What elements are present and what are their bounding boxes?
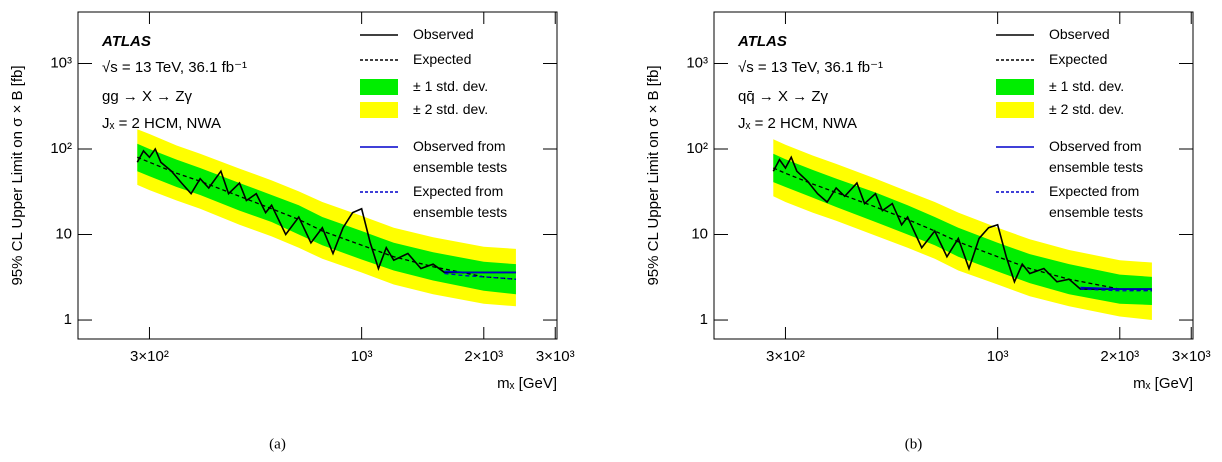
x-tick-label: 3×10²	[766, 348, 805, 365]
line	[772, 155, 1152, 290]
y-tick-label: 10³	[50, 54, 72, 71]
y-axis-label: 95% CL Upper Limit on σ × B [fb]	[9, 65, 26, 285]
line	[444, 270, 516, 274]
annotation: Jₓ = 2 HCM, NWA	[738, 115, 857, 132]
y-tick-label: 10	[55, 225, 72, 242]
legend-entry: Expected	[1049, 51, 1108, 67]
legend-label: Observed	[1049, 26, 1110, 42]
legend-label: Observed from ensemble tests	[1049, 138, 1144, 175]
legend-swatch	[360, 102, 398, 118]
annotation: √s = 13 TeV, 36.1 fb⁻¹	[738, 59, 883, 76]
x-tick-label: 10³	[351, 348, 373, 365]
legend-label: ± 1 std. dev.	[413, 78, 489, 94]
plot-area	[772, 139, 1152, 321]
annotation: qq̄ → X → Zγ	[738, 88, 829, 105]
line	[773, 167, 1152, 292]
legend-label: Observed	[413, 26, 474, 42]
legend-label: Expected from ensemble tests	[413, 183, 508, 220]
legend-entry: Expected from ensemble tests	[1049, 183, 1144, 220]
legend-entry: ± 1 std. dev.	[413, 78, 489, 94]
annotation: ATLAS	[737, 33, 787, 50]
legend-entry: Expected	[413, 51, 472, 67]
plot-area	[136, 129, 516, 307]
x-tick-label: 2×10³	[1100, 348, 1139, 365]
band	[773, 153, 1152, 305]
x-axis-label: mₓ [GeV]	[1133, 375, 1193, 392]
annotation: gg → X → Zγ	[102, 88, 193, 105]
legend-label: ± 2 std. dev.	[413, 101, 489, 117]
band	[137, 143, 516, 295]
line	[137, 156, 516, 280]
y-tick-label: 1	[700, 311, 708, 328]
y-tick-label: 10²	[686, 140, 708, 157]
x-tick-label: 10³	[987, 348, 1009, 365]
legend-entry: Expected from ensemble tests	[413, 183, 508, 220]
caption: (a)	[269, 436, 286, 452]
legend-swatch	[996, 79, 1034, 95]
legend-entry: Observed from ensemble tests	[1049, 138, 1144, 175]
x-tick-label: 3×10³	[536, 348, 575, 365]
legend-entry: Observed	[413, 26, 474, 42]
y-tick-label: 10³	[686, 54, 708, 71]
legend-entry: Observed	[1049, 26, 1110, 42]
annotation: ATLAS	[101, 33, 151, 50]
line	[1080, 286, 1152, 290]
legend-entry: ± 1 std. dev.	[1049, 78, 1125, 94]
x-tick-label: 3×10²	[130, 348, 169, 365]
legend-swatch	[360, 79, 398, 95]
legend-entry: Observed from ensemble tests	[413, 138, 508, 175]
x-axis-label: mₓ [GeV]	[497, 375, 557, 392]
y-tick-label: 10	[691, 225, 708, 242]
legend-label: Observed from ensemble tests	[413, 138, 508, 175]
frame	[77, 11, 558, 340]
x-tick-label: 3×10³	[1172, 348, 1211, 365]
legend-label: Expected from ensemble tests	[1049, 183, 1144, 220]
panel: 3×10² 10³ 2×10³ 3×10³ 1 10 10² 10³ mₓ [GeV] 95% C…	[9, 11, 575, 452]
y-axis-label: 95% CL Upper Limit on σ × B [fb]	[645, 65, 662, 285]
caption: (b)	[905, 436, 923, 452]
legend-swatch	[996, 102, 1034, 118]
frame	[713, 11, 1194, 340]
legend-label: ± 2 std. dev.	[1049, 101, 1125, 117]
legend-label: Expected	[1049, 51, 1108, 67]
annotation: √s = 13 TeV, 36.1 fb⁻¹	[102, 59, 247, 76]
legend-entry: ± 2 std. dev.	[1049, 101, 1125, 117]
annotation: Jₓ = 2 HCM, NWA	[102, 115, 221, 132]
legend-entry: ± 2 std. dev.	[413, 101, 489, 117]
y-tick-label: 1	[64, 311, 72, 328]
panel: 3×10² 10³ 2×10³ 3×10³ 1 10 10² 10³ mₓ [GeV] 95% C…	[645, 11, 1211, 452]
legend-label: ± 1 std. dev.	[1049, 78, 1125, 94]
legend-label: Expected	[413, 51, 472, 67]
y-tick-label: 10²	[50, 140, 72, 157]
x-tick-label: 2×10³	[464, 348, 503, 365]
